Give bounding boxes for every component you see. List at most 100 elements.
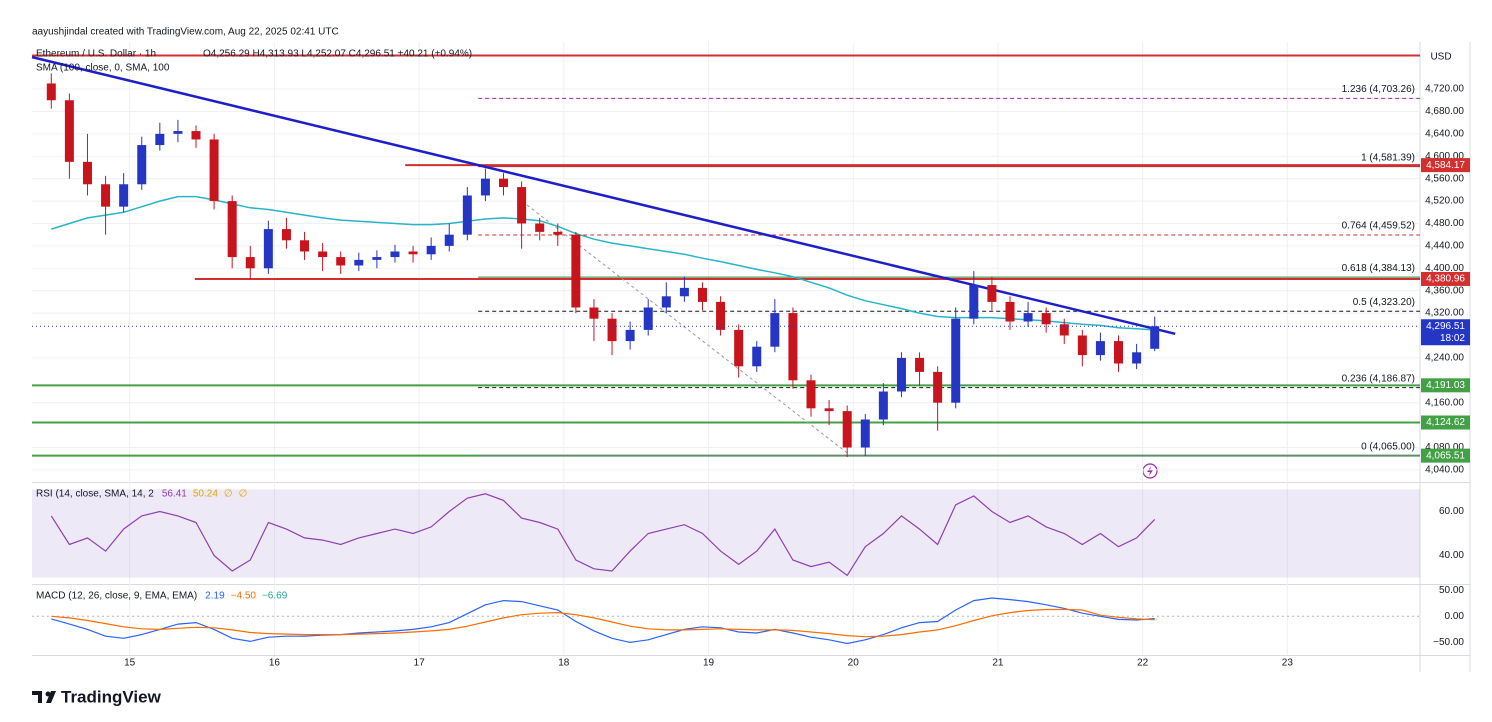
candle-body [191, 131, 201, 140]
candle-body [517, 187, 527, 224]
countdown: 18:02 [1440, 333, 1465, 344]
y-tick-label: 4,320.00 [1425, 308, 1464, 319]
currency: USD [1430, 52, 1451, 63]
candle-body [896, 357, 906, 392]
fib-label: 1.236 (4,703.26) [1342, 84, 1415, 95]
icon-bolt [1147, 466, 1153, 476]
candle-body [951, 318, 961, 403]
y-tick-label: 4,440.00 [1425, 241, 1464, 252]
trendline [31, 55, 1176, 336]
logo-dot [45, 691, 51, 697]
candle-body [571, 234, 581, 308]
candle-body [227, 201, 237, 258]
y-tick-label: 4,480.00 [1425, 218, 1464, 229]
candle-body [101, 184, 111, 207]
candle-body [553, 231, 563, 235]
price-box-label: 4,124.62 [1426, 417, 1465, 428]
brand-logo: TradingView [32, 687, 162, 706]
x-tick-label: 22 [1137, 658, 1149, 669]
candle-body [860, 419, 870, 448]
candle-body [734, 329, 744, 367]
candle-body [716, 301, 726, 330]
candle-body [1132, 352, 1142, 364]
indicator-value: −4.50 [231, 591, 257, 602]
fib-label: 0.764 (4,459.52) [1342, 221, 1415, 232]
price-box [1421, 271, 1470, 286]
candle-body [263, 229, 273, 269]
x-tick-label: 23 [1282, 658, 1294, 669]
candle-body [444, 234, 454, 246]
candle-body [1150, 326, 1160, 349]
x-tick-label: 18 [558, 658, 570, 669]
price-box-label: 4,380.96 [1426, 274, 1465, 285]
y-tick-label: 4,360.00 [1425, 285, 1464, 296]
fib-label: 1 (4,581.39) [1361, 152, 1415, 163]
x-tick-label: 20 [848, 658, 860, 669]
x-tick-label: 21 [992, 658, 1004, 669]
price-box [1421, 448, 1470, 463]
y-tick-label: 4,240.00 [1425, 353, 1464, 364]
fib-label: 0.618 (4,384.13) [1342, 263, 1415, 274]
indicator-title: RSI (14, close, SMA, 14, 2 [36, 489, 154, 500]
candle-body [155, 133, 165, 146]
candle-body [281, 229, 291, 241]
candle-body [969, 285, 979, 319]
candle-body [661, 296, 671, 308]
price-box-label: 4,191.03 [1426, 380, 1465, 391]
candle-body [842, 411, 852, 448]
candle-body [462, 195, 472, 235]
fib-label: 0.236 (4,186.87) [1342, 373, 1415, 384]
rsi-band [32, 489, 1420, 578]
candle-body [679, 287, 689, 297]
candle-body [1041, 313, 1051, 325]
y-tick-label: 4,520.00 [1425, 196, 1464, 207]
candle-body [173, 131, 183, 134]
last-price-box [1421, 319, 1470, 346]
candle-body [788, 313, 798, 381]
candle-body [390, 251, 400, 258]
candle-body [137, 145, 147, 185]
y-tick-label: 4,400.00 [1425, 263, 1464, 274]
candle-body [987, 285, 997, 302]
candle-body [697, 287, 707, 302]
candle-body [119, 184, 129, 207]
candle-body [625, 329, 635, 342]
y-tick-label: 60.00 [1439, 506, 1464, 517]
indicator-title: MACD (12, 26, close, 9, EMA, EMA) [36, 591, 197, 602]
indicator-line [51, 608, 1155, 638]
candle-body [209, 139, 219, 202]
x-tick-label: 16 [269, 658, 281, 669]
price-box [1421, 158, 1470, 173]
candle-body [1114, 341, 1124, 364]
y-tick-label: 4,160.00 [1425, 397, 1464, 408]
candle-body [824, 408, 834, 412]
symbol-legend: Ethereum / U.S. Dollar · 1h [36, 49, 156, 60]
candle-body [878, 391, 888, 420]
candle-body [245, 257, 255, 269]
price-box-label: 4,584.17 [1426, 160, 1465, 171]
candle-body [499, 178, 509, 188]
candle-body [300, 240, 310, 252]
candle-body [589, 307, 599, 319]
indicator-value: 56.41 [162, 489, 187, 500]
y-tick-label: −50.00 [1433, 637, 1464, 648]
candle-body [480, 178, 490, 196]
candle-body [933, 371, 943, 403]
candle-body [372, 257, 382, 260]
brand-name: TradingView [61, 687, 162, 706]
y-tick-label: 40.00 [1439, 550, 1464, 561]
y-tick-label: 4,640.00 [1425, 128, 1464, 139]
candle-body [354, 259, 364, 266]
ohlc-legend: O4,256.29 H4,313.93 L4,252.07 C4,296.51 … [203, 49, 472, 60]
last-price-label: 4,296.51 [1426, 321, 1465, 332]
fib-diagonal [526, 204, 850, 456]
candle-body [806, 380, 816, 409]
candle-body [46, 83, 56, 101]
candle-body [426, 245, 436, 255]
indicator-value: ∅ [224, 489, 233, 500]
candle-body [1077, 335, 1087, 356]
attribution: aayushjindal created with TradingView.co… [32, 27, 339, 38]
candle-body [64, 100, 74, 162]
